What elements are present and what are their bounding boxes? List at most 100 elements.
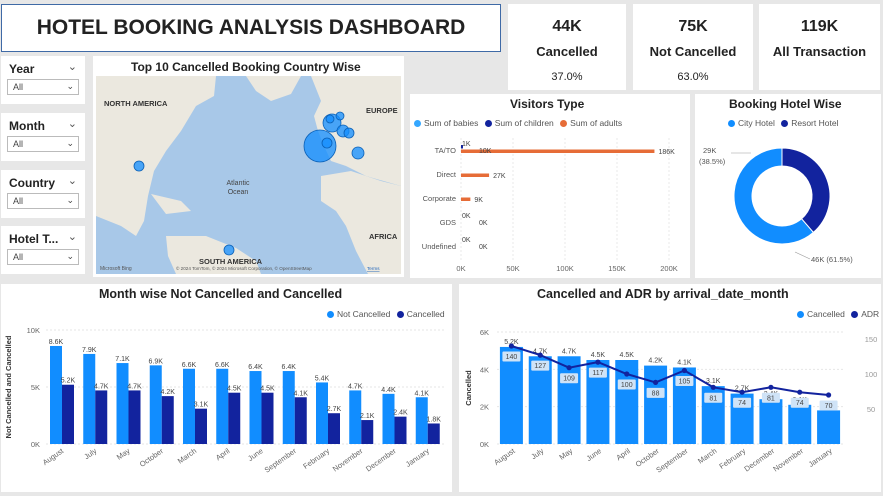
data-label-cancelled: 4.2K: [161, 389, 176, 396]
x-tick-label: January: [404, 446, 431, 469]
slicer-country[interactable]: Country ⌄ All ⌄: [1, 170, 85, 218]
data-label: 10K: [479, 148, 492, 155]
kpi-all-transaction-card[interactable]: 119K All Transaction: [759, 4, 880, 90]
bar-cancelled: [499, 346, 523, 444]
slicer-month-dropdown[interactable]: All ⌄: [7, 136, 79, 152]
adr-point: [681, 367, 688, 374]
adr-label-bg: [531, 360, 550, 371]
slicer-year-label: Year: [9, 62, 35, 76]
data-label-adr: 105: [679, 379, 691, 386]
legend-babies[interactable]: Sum of babies: [414, 118, 478, 128]
data-label-not-cancelled: 4.7K: [348, 383, 363, 390]
slicer-country-label: Country: [9, 176, 55, 190]
kpi-not-cancelled-card[interactable]: 75K Not Cancelled 63.0%: [633, 4, 753, 90]
adr-label-bg: [646, 387, 665, 398]
map-terms-link: Terms: [367, 266, 380, 271]
adr-point: [652, 379, 659, 385]
legend-dot-icon: [414, 120, 421, 128]
data-label-cancelled: 4.5K: [620, 352, 635, 359]
x-tick-label: June: [246, 446, 264, 463]
visitors-chart[interactable]: 0K 50K 100K 150K 200K TA/TO 1K 10K 186K Direct 27K…: [410, 128, 690, 278]
chevron-down-icon[interactable]: ⌄: [67, 175, 77, 187]
adr-point: [508, 343, 515, 349]
bar-cancelled: [62, 384, 74, 444]
south-america-landmass: [166, 236, 261, 274]
bar-adults: [461, 173, 490, 177]
legend-cancelled[interactable]: Cancelled: [797, 309, 845, 319]
adr-label-bg: [502, 351, 521, 362]
map-label-south-america: SOUTH AMERICA: [199, 257, 263, 266]
bar-cancelled: [128, 390, 141, 444]
map-label-europe: EUROPE: [366, 106, 398, 115]
legend-resort-hotel[interactable]: Resort Hotel: [781, 118, 838, 128]
month-wise-chart[interactable]: 0K 5K 10K Not Cancelled and Cancelled 8.6K 5.…: [1, 320, 452, 492]
slicer-hotel-type[interactable]: Hotel T... ⌄ All ⌄: [1, 226, 85, 274]
slicer-country-dropdown[interactable]: All ⌄: [7, 193, 79, 209]
data-label-cancelled: 5.2K: [504, 339, 519, 346]
bar-not-cancelled: [216, 368, 229, 444]
slicer-hotel-type-dropdown[interactable]: All ⌄: [7, 249, 79, 265]
donut-label-city: 46K (61.5%): [811, 255, 853, 264]
slicer-hotel-type-value: All: [13, 252, 24, 262]
adr-label-bg: [761, 392, 780, 403]
x-tick-label: July: [82, 446, 98, 461]
data-label-cancelled: 1.8K: [427, 416, 442, 423]
bar-cancelled: [294, 397, 307, 444]
bar-cancelled: [586, 360, 610, 444]
slicer-year[interactable]: Year ⌄ All ⌄: [1, 56, 85, 104]
donut-slice: [781, 147, 831, 234]
bubble-belgium: [335, 111, 345, 121]
chevron-down-icon: ⌄: [66, 81, 74, 91]
map-label-africa: AFRICA: [369, 232, 398, 241]
legend-adr[interactable]: ADR: [851, 309, 879, 319]
data-label-cancelled: 4.7K: [562, 348, 577, 355]
data-label-adr: 74: [738, 400, 746, 407]
data-label-not-cancelled: 6.4K: [282, 364, 297, 371]
legend-dot-icon: [396, 311, 404, 319]
booking-donut-chart[interactable]: 29K (38.5%) 46K (61.5%): [695, 128, 881, 278]
slicer-year-dropdown[interactable]: All ⌄: [7, 79, 79, 95]
slicer-month[interactable]: Month ⌄ All ⌄: [1, 113, 85, 161]
adr-label-bg: [675, 376, 694, 386]
data-label-not-cancelled: 4.4K: [381, 387, 396, 394]
data-label-cancelled: 4.1K: [677, 359, 692, 366]
chevron-down-icon[interactable]: ⌄: [67, 231, 77, 243]
data-label-adr: 109: [563, 376, 575, 383]
x-tick-label: October: [138, 446, 165, 469]
x-tick-label: 150K: [608, 264, 626, 273]
chevron-down-icon[interactable]: ⌄: [67, 61, 77, 73]
data-label-cancelled: 4.7K: [127, 383, 142, 390]
legend-dot-icon: [851, 311, 859, 319]
map-canvas[interactable]: NORTH AMERICA EUROPE AFRICA SOUTH AMERIC…: [96, 76, 401, 274]
x-tick-label: November: [771, 446, 805, 474]
month-wise-panel[interactable]: Month wise Not Cancelled and Cancelled N…: [1, 284, 452, 492]
data-label: 0K: [479, 220, 488, 227]
visitors-type-panel[interactable]: Visitors Type Sum of babies Sum of child…: [410, 94, 690, 278]
x-tick-label: September: [263, 446, 299, 475]
legend-dot-icon: [728, 120, 735, 128]
data-label-children: 0K: [462, 237, 471, 244]
data-label-adr: 70: [825, 403, 833, 410]
legend-not-cancelled[interactable]: Not Cancelled: [327, 309, 390, 319]
legend-cancelled[interactable]: Cancelled: [396, 309, 445, 319]
adr-label-bg: [819, 400, 838, 411]
map-panel[interactable]: Top 10 Cancelled Booking Country Wise NO…: [93, 56, 404, 277]
kpi-all-value: 119K: [800, 18, 839, 35]
x-tick-label: January: [807, 446, 834, 469]
adr-chart[interactable]: 0K 2K 4K 6K 50 100 150 Cancelled 5.2K August 4.7K J…: [459, 320, 881, 492]
adr-panel[interactable]: Cancelled and ADR by arrival_date_month …: [459, 284, 881, 492]
chevron-down-icon: ⌄: [66, 195, 74, 205]
bar-not-cancelled: [249, 371, 262, 444]
chevron-down-icon[interactable]: ⌄: [67, 118, 77, 130]
legend-city-hotel[interactable]: City Hotel: [728, 118, 775, 128]
category-label: Undefined: [422, 242, 456, 251]
dashboard-title: HOTEL BOOKING ANALYSIS DASHBOARD: [1, 4, 501, 52]
legend-adults[interactable]: Sum of adults: [560, 118, 622, 128]
legend-children[interactable]: Sum of children: [484, 118, 554, 128]
bar-adults: [461, 197, 471, 201]
kpi-not-cancelled-value: 75K: [678, 18, 708, 35]
legend-dot-icon: [797, 311, 804, 319]
booking-hotel-panel[interactable]: Booking Hotel Wise City Hotel Resort Hot…: [695, 94, 881, 278]
kpi-cancelled-card[interactable]: 44K Cancelled 37.0%: [508, 4, 626, 90]
x-tick-label: March: [696, 446, 718, 465]
